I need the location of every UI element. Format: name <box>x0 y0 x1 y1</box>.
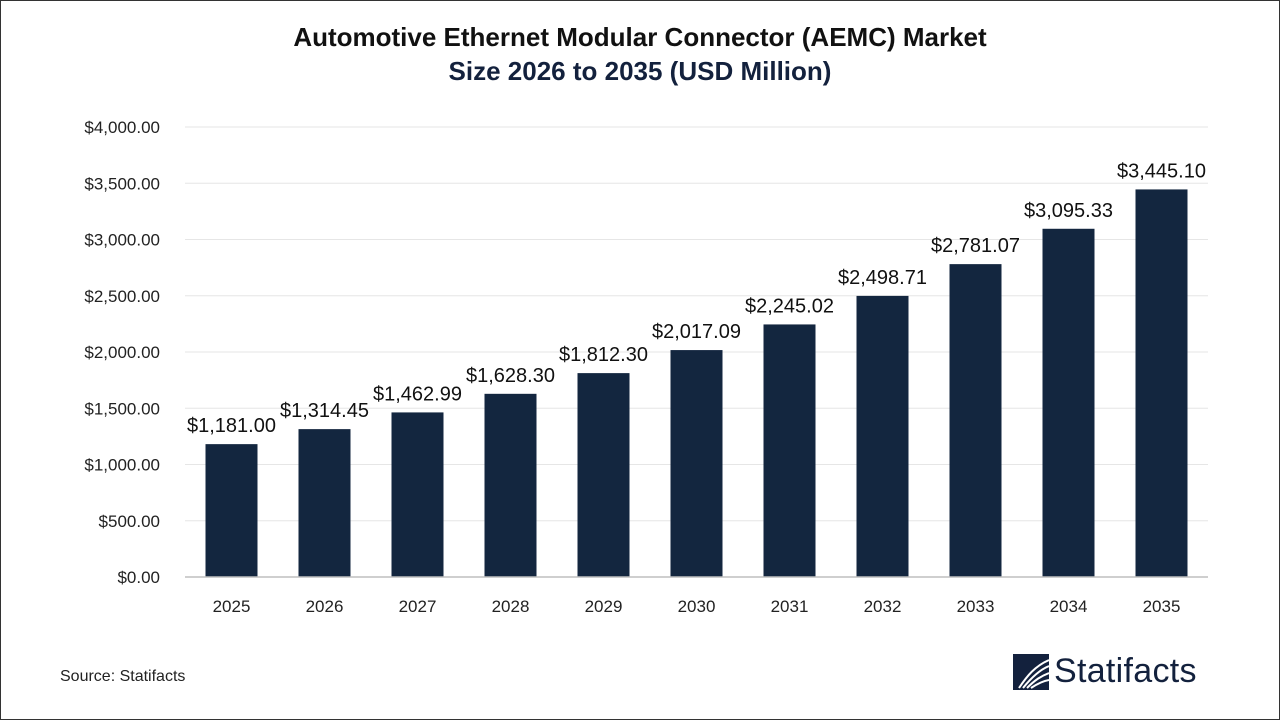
source-note: Source: Statifacts <box>60 668 186 685</box>
data-label: $2,498.71 <box>838 267 927 289</box>
bar <box>391 412 444 577</box>
statifacts-logo-icon <box>1013 653 1049 690</box>
y-tick-label: $3,500.00 <box>84 174 160 193</box>
chart-title: Automotive Ethernet Modular Connector (A… <box>293 22 987 52</box>
y-tick-label: $3,000.00 <box>84 231 160 250</box>
y-tick-label: $0.00 <box>117 568 160 587</box>
data-label: $3,445.10 <box>1117 160 1206 182</box>
bar <box>205 444 258 577</box>
y-tick-label: $1,000.00 <box>84 456 160 475</box>
data-label: $3,095.33 <box>1024 200 1113 222</box>
bar <box>670 350 723 577</box>
x-tick-label: 2034 <box>1050 597 1088 616</box>
data-label: $1,181.00 <box>187 415 276 437</box>
data-label: $1,462.99 <box>373 383 462 405</box>
x-tick-label: 2032 <box>864 597 902 616</box>
data-label: $2,017.09 <box>652 321 741 343</box>
data-label: $2,781.07 <box>931 235 1020 257</box>
x-tick-label: 2035 <box>1143 597 1181 616</box>
bar <box>577 373 630 577</box>
x-tick-label: 2028 <box>492 597 530 616</box>
y-tick-label: $500.00 <box>99 512 160 531</box>
x-tick-label: 2033 <box>957 597 995 616</box>
data-label: $1,812.30 <box>559 344 648 366</box>
bar <box>484 393 537 577</box>
x-tick-label: 2025 <box>213 597 251 616</box>
y-tick-label: $1,500.00 <box>84 399 160 418</box>
x-tick-label: 2026 <box>306 597 344 616</box>
bar <box>856 295 909 577</box>
bar <box>1135 189 1188 577</box>
bar <box>949 264 1002 577</box>
bar <box>298 429 351 577</box>
y-tick-label: $2,500.00 <box>84 287 160 306</box>
data-label: $1,628.30 <box>466 365 555 387</box>
y-tick-label: $4,000.00 <box>84 118 160 137</box>
y-tick-label: $2,000.00 <box>84 343 160 362</box>
data-label: $1,314.45 <box>280 400 369 422</box>
data-label: $2,245.02 <box>745 295 834 317</box>
bar <box>1042 228 1095 577</box>
bar <box>763 324 816 577</box>
x-tick-label: 2027 <box>399 597 437 616</box>
chart-subtitle: Size 2026 to 2035 (USD Million) <box>448 56 832 86</box>
x-tick-label: 2030 <box>678 597 716 616</box>
logo-text: Statifacts <box>1054 652 1197 690</box>
statifacts-logo: Statifacts <box>1013 652 1197 691</box>
x-tick-label: 2029 <box>585 597 623 616</box>
x-tick-label: 2031 <box>771 597 809 616</box>
